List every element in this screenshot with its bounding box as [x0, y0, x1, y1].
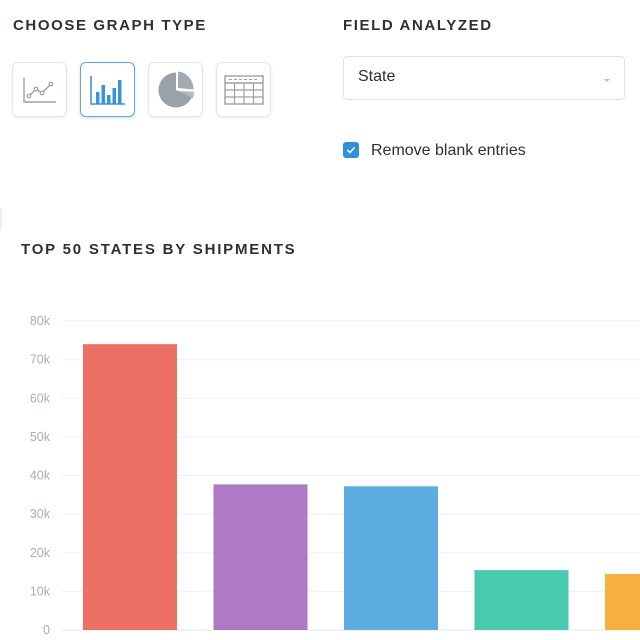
pie-chart-button[interactable] — [148, 62, 203, 117]
line-chart-button[interactable] — [12, 62, 67, 117]
field-select-value: State — [358, 68, 396, 85]
chevron-down-icon — [604, 79, 610, 82]
bar[interactable] — [605, 573, 640, 630]
remove-blank-label: Remove blank entries — [371, 142, 526, 159]
bar[interactable] — [83, 344, 177, 630]
y-tick-label: 10k — [30, 584, 51, 598]
y-tick-label: 30k — [30, 507, 51, 521]
checkmark-icon — [346, 146, 356, 154]
y-tick-label: 50k — [30, 430, 51, 444]
table-button[interactable] — [216, 62, 271, 117]
table-icon — [223, 74, 264, 105]
line-chart-icon — [22, 77, 56, 103]
y-tick-label: 80k — [30, 314, 51, 328]
y-tick-label: 60k — [30, 391, 51, 405]
remove-blank-checkbox[interactable] — [343, 142, 359, 158]
pie-chart-icon — [157, 71, 194, 107]
graph-type-heading: CHOOSE GRAPH TYPE — [13, 17, 207, 34]
y-tick-label: 40k — [30, 469, 51, 483]
y-tick-label: 20k — [30, 546, 51, 560]
y-tick-label: 70k — [30, 353, 51, 367]
bar-chart: 0 10k 20k 30k 40k 50k 60k 70k 80k — [30, 314, 640, 637]
divider — [0, 208, 2, 230]
bar-chart-button[interactable] — [80, 62, 135, 117]
field-analyzed-heading: FIELD ANALYZED — [343, 17, 493, 34]
bar-chart-icon — [89, 75, 125, 105]
bar[interactable] — [344, 486, 438, 630]
bar[interactable] — [474, 570, 569, 630]
bar[interactable] — [213, 484, 308, 630]
y-tick-label: 0 — [43, 623, 50, 637]
chart-title: TOP 50 STATES BY SHIPMENTS — [21, 241, 297, 258]
field-select[interactable]: State — [343, 56, 625, 100]
